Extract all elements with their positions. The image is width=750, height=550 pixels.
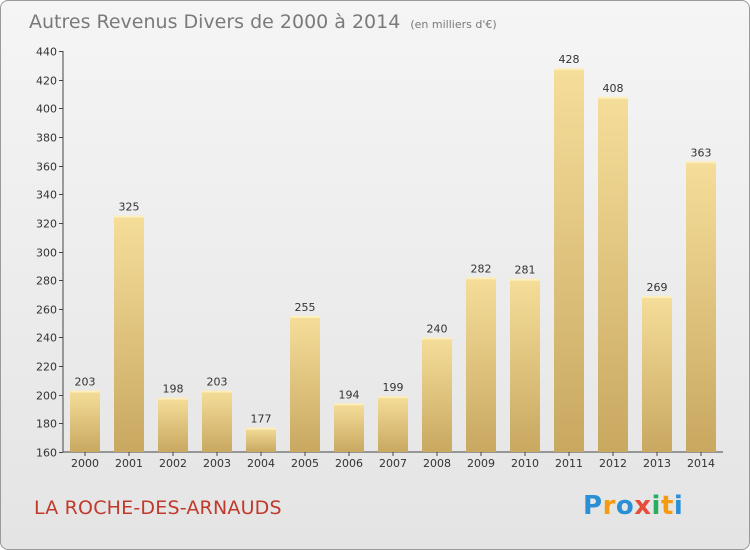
x-tick-label: 2004 [247, 457, 275, 470]
y-tick-label: 300 [36, 247, 57, 260]
bar-top-highlight [686, 161, 716, 164]
x-tick-label: 2009 [467, 457, 495, 470]
y-tick-label: 220 [36, 361, 57, 374]
y-tick-label: 440 [36, 46, 57, 59]
bar-value-label: 240 [427, 322, 448, 335]
bar [642, 295, 672, 452]
bar-value-label: 408 [603, 82, 624, 95]
x-tick-label: 2010 [511, 457, 539, 470]
bar-value-label: 428 [559, 53, 580, 66]
bar [422, 337, 452, 452]
y-tick-label: 340 [36, 189, 57, 202]
x-tick-label: 2003 [203, 457, 231, 470]
bar [158, 397, 188, 452]
bar-value-label: 281 [515, 264, 536, 277]
logo-letter: x [634, 491, 652, 521]
bar [378, 396, 408, 452]
bar-value-label: 282 [471, 262, 492, 275]
proxiti-logo[interactable]: Proxiti [583, 491, 683, 521]
bar [246, 427, 276, 452]
y-tick-label: 380 [36, 132, 57, 145]
bar-top-highlight [642, 295, 672, 298]
chart-bars [70, 68, 716, 452]
y-tick-label: 280 [36, 275, 57, 288]
logo-letter: i [651, 491, 661, 521]
x-tick-label: 2012 [599, 457, 627, 470]
bar-value-label: 177 [251, 413, 272, 426]
x-tick-label: 2007 [379, 457, 407, 470]
bar-value-label: 194 [339, 388, 360, 401]
x-tick-label: 2000 [71, 457, 99, 470]
x-tick-label: 2008 [423, 457, 451, 470]
y-tick-label: 200 [36, 390, 57, 403]
bar [202, 390, 232, 452]
bar [510, 278, 540, 452]
y-tick-label: 260 [36, 304, 57, 317]
bar-value-label: 255 [295, 301, 316, 314]
x-tick-label: 2013 [643, 457, 671, 470]
bar [114, 215, 144, 452]
bar [686, 161, 716, 452]
bar [554, 68, 584, 452]
bar-top-highlight [510, 278, 540, 281]
x-tick-label: 2005 [291, 457, 319, 470]
bar [290, 315, 320, 452]
bar-top-highlight [202, 390, 232, 393]
bar [334, 403, 364, 452]
x-tick-label: 2001 [115, 457, 143, 470]
bar-top-highlight [378, 396, 408, 399]
bar-value-label: 203 [207, 375, 228, 388]
bar-value-label: 198 [163, 383, 184, 396]
bar-top-highlight [422, 337, 452, 340]
logo-letter: P [583, 491, 603, 521]
y-tick-label: 180 [36, 418, 57, 431]
bar-top-highlight [598, 96, 628, 99]
chart-title: Autres Revenus Divers de 2000 à 2014 (en… [29, 11, 497, 33]
chart-title-text: Autres Revenus Divers de 2000 à 2014 [29, 11, 401, 33]
bar [598, 96, 628, 452]
logo-letter: i [673, 491, 684, 521]
x-tick-label: 2014 [687, 457, 715, 470]
y-tick-label: 160 [36, 447, 57, 460]
bar [466, 277, 496, 452]
y-tick-label: 240 [36, 332, 57, 345]
x-tick-label: 2002 [159, 457, 187, 470]
bar-top-highlight [114, 215, 144, 218]
x-tick-label: 2011 [555, 457, 583, 470]
chart-unit: (en milliers d'€) [410, 18, 497, 31]
y-tick-label: 420 [36, 75, 57, 88]
bar-top-highlight [466, 277, 496, 280]
bar-top-highlight [246, 427, 276, 430]
chart-value-labels: 203 325 198 203 177 255 194 199 240 282 281 428 408 2… [75, 53, 712, 425]
bar-top-highlight [290, 315, 320, 318]
logo-letter: r [602, 491, 616, 521]
commune-name: LA ROCHE-DES-ARNAUDS [34, 497, 282, 519]
bar-value-label: 363 [691, 146, 712, 159]
bar-top-highlight [334, 403, 364, 406]
bar-value-label: 325 [119, 201, 140, 214]
bar-top-highlight [70, 390, 100, 393]
y-tick-label: 360 [36, 161, 57, 174]
y-tick-label: 320 [36, 218, 57, 231]
bar-top-highlight [158, 397, 188, 400]
x-tick-label: 2006 [335, 457, 363, 470]
bar-value-label: 269 [647, 281, 668, 294]
logo-letter: t [660, 491, 674, 521]
bar-value-label: 199 [383, 381, 404, 394]
bar-top-highlight [554, 68, 584, 71]
bar-value-label: 203 [75, 375, 96, 388]
logo-letter: o [615, 491, 635, 521]
bar [70, 390, 100, 452]
y-tick-label: 400 [36, 103, 57, 116]
